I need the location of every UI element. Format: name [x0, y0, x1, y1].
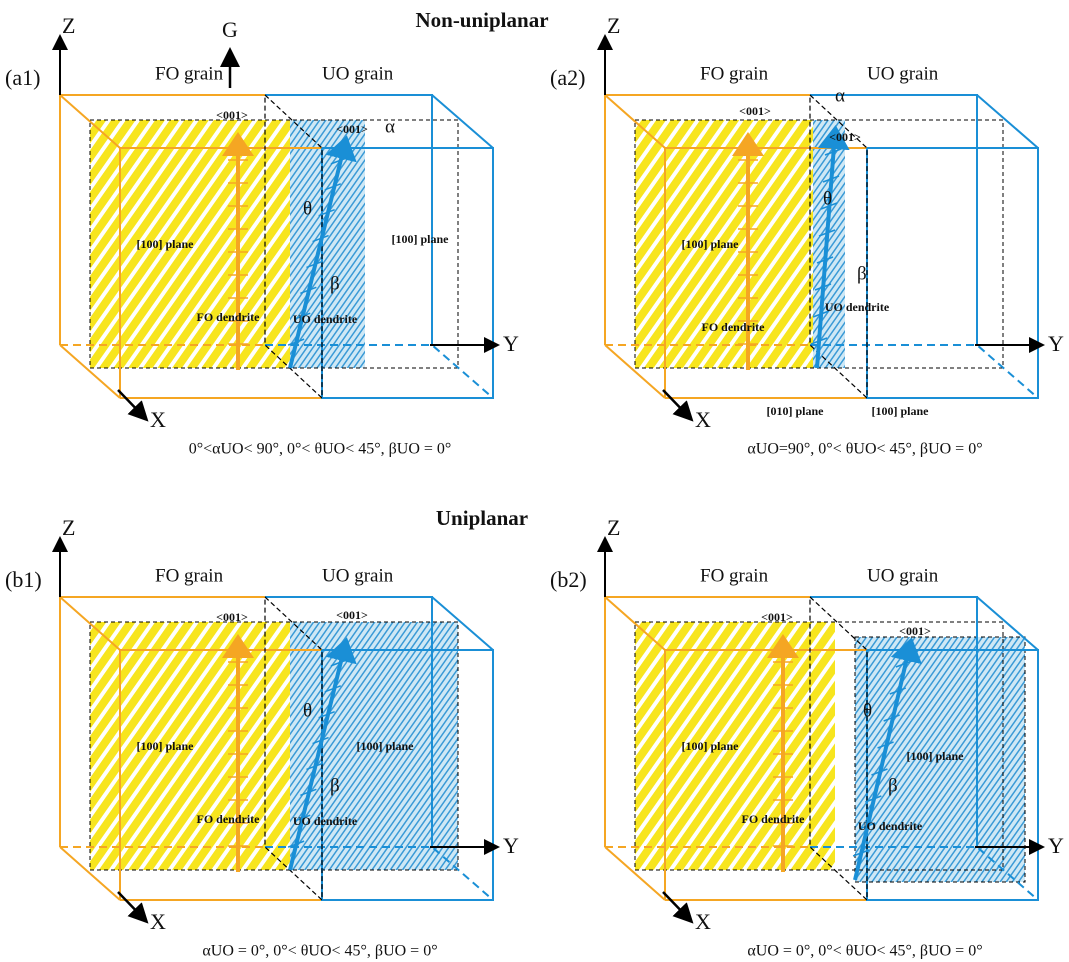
direction-label: <001> [336, 608, 368, 622]
angle-label: θ [303, 198, 312, 219]
grain-label: FO grain [155, 63, 224, 84]
plane-label: [010] plane [767, 404, 825, 418]
dendrite-label: FO dendrite [197, 310, 261, 324]
dendrite-label: FO dendrite [197, 812, 261, 826]
grain-label: FO grain [155, 565, 224, 586]
figure: Non-uniplanar Uniplanar Z Y X (a1) G FO grain… [0, 0, 1069, 962]
angle-label: θ [863, 700, 872, 721]
grain-label: UO grain [867, 565, 939, 586]
angle-label: θ [303, 700, 312, 721]
grain-label: FO grain [700, 63, 769, 84]
direction-label: <001> [216, 610, 248, 624]
caption: αUO = 0°, 0°< θUO< 45°, βUO = 0° [202, 943, 437, 960]
grain-label: UO grain [322, 63, 394, 84]
dendrite-label: UO dendrite [293, 312, 358, 326]
x-axis [663, 892, 690, 920]
grain-label: UO grain [867, 63, 939, 84]
angle-label: α [385, 116, 395, 137]
axis-label: Y [503, 833, 519, 858]
caption: αUO = 0°, 0°< θUO< 45°, βUO = 0° [747, 943, 982, 960]
dendrite-label: FO dendrite [702, 320, 766, 334]
plane-label: [100] plane [682, 237, 740, 251]
panel: Z Y X (a2) FO grain UO grain <001> <001> [100] p… [550, 13, 1064, 458]
dendrite-label: UO dendrite [825, 300, 890, 314]
x-axis [118, 892, 145, 920]
axis-label: Y [1048, 331, 1064, 356]
direction-label: <001> [336, 122, 368, 136]
panel: Z Y X (b1) FO grain UO grain <001> <001> [100] p… [5, 515, 519, 960]
caption: 0°<αUO< 90°, 0°< θUO< 45°, βUO = 0° [189, 441, 452, 458]
panel-label: (a2) [550, 65, 585, 90]
caption: αUO=90°, 0°< θUO< 45°, βUO = 0° [747, 441, 982, 458]
angle-label: α [835, 85, 845, 106]
x-axis [118, 390, 145, 418]
section-title: Non-uniplanar [415, 8, 548, 32]
grain-label: UO grain [322, 565, 394, 586]
uo-plane-hatch [813, 120, 845, 368]
panel: Z Y X (b2) FO grain UO grain <001> <001> [100] p… [550, 515, 1064, 960]
direction-label: <001> [829, 130, 861, 144]
plane-label: [100] plane [137, 237, 195, 251]
plane-label: [100] plane [137, 739, 195, 753]
dendrite-label: UO dendrite [293, 814, 358, 828]
direction-label: <001> [739, 104, 771, 118]
axis-label: Z [607, 13, 620, 38]
plane-label: [100] plane [357, 739, 415, 753]
x-axis [663, 390, 690, 418]
axis-label: Z [62, 13, 75, 38]
axis-label: X [150, 407, 166, 432]
gradient-label: G [222, 17, 238, 42]
section-title: Uniplanar [436, 506, 528, 530]
angle-label: β [330, 775, 340, 796]
panel-label: (a1) [5, 65, 40, 90]
axis-label: X [150, 909, 166, 934]
plane-label: [100] plane [907, 749, 965, 763]
angle-label: θ [823, 188, 832, 209]
axis-label: Y [1048, 833, 1064, 858]
grain-label: FO grain [700, 565, 769, 586]
dendrite-label: UO dendrite [858, 819, 923, 833]
plane-label: [100] plane [392, 232, 450, 246]
direction-label: <001> [899, 624, 931, 638]
dendrite-label: FO dendrite [742, 812, 806, 826]
angle-label: β [330, 273, 340, 294]
plane-label: [100] plane [682, 739, 740, 753]
panel: Z Y X (a1) G FO grain UO grain <001> <001> [100] … [5, 13, 519, 458]
axis-label: Y [503, 331, 519, 356]
angle-label: β [888, 775, 898, 796]
axis-label: X [695, 407, 711, 432]
angle-label: β [857, 263, 867, 284]
axis-label: X [695, 909, 711, 934]
axis-label: Z [607, 515, 620, 540]
panel-label: (b1) [5, 567, 42, 592]
direction-label: <001> [761, 610, 793, 624]
plane-label: [100] plane [872, 404, 930, 418]
uo-plane-hatch [290, 120, 365, 368]
direction-label: <001> [216, 108, 248, 122]
axis-label: Z [62, 515, 75, 540]
panel-label: (b2) [550, 567, 587, 592]
